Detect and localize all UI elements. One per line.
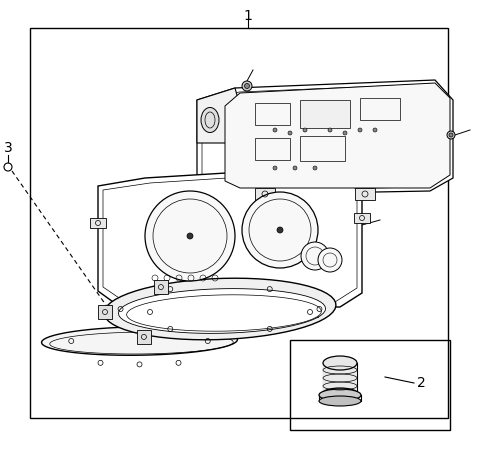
Text: 1: 1 [243,9,252,23]
Polygon shape [119,289,325,333]
Circle shape [318,248,342,272]
Bar [255,103,290,125]
Circle shape [447,131,455,139]
Polygon shape [98,305,112,319]
Ellipse shape [201,107,219,133]
Polygon shape [98,166,362,307]
Bar [255,138,290,160]
Polygon shape [142,307,158,317]
Circle shape [328,128,332,132]
Polygon shape [197,80,453,195]
Polygon shape [197,88,240,143]
Circle shape [313,166,317,170]
Ellipse shape [323,388,357,398]
Circle shape [273,128,277,132]
Circle shape [293,166,297,170]
Circle shape [288,131,292,135]
Circle shape [242,81,252,91]
Bar [30,28,448,418]
Polygon shape [255,188,275,200]
Polygon shape [355,188,375,200]
Polygon shape [41,327,238,355]
Circle shape [145,191,235,281]
Polygon shape [225,83,450,188]
Ellipse shape [323,356,357,370]
Circle shape [242,192,318,268]
Circle shape [373,128,377,132]
Circle shape [343,131,347,135]
Polygon shape [302,307,318,317]
Circle shape [187,233,193,239]
Circle shape [303,128,307,132]
Polygon shape [354,213,370,223]
Bar [300,100,350,128]
Circle shape [244,84,250,88]
Text: 2: 2 [417,376,426,390]
Circle shape [277,227,283,233]
Bar [323,363,357,393]
Polygon shape [137,330,151,344]
Circle shape [449,133,453,137]
Circle shape [273,166,277,170]
Ellipse shape [319,396,361,406]
Text: 3: 3 [4,141,12,155]
Circle shape [358,128,362,132]
Circle shape [301,242,329,270]
Polygon shape [104,278,336,340]
Polygon shape [154,280,168,294]
Bar [360,98,400,120]
Polygon shape [90,218,106,228]
Bar [290,340,450,430]
Bar [300,136,345,161]
Ellipse shape [319,389,361,401]
